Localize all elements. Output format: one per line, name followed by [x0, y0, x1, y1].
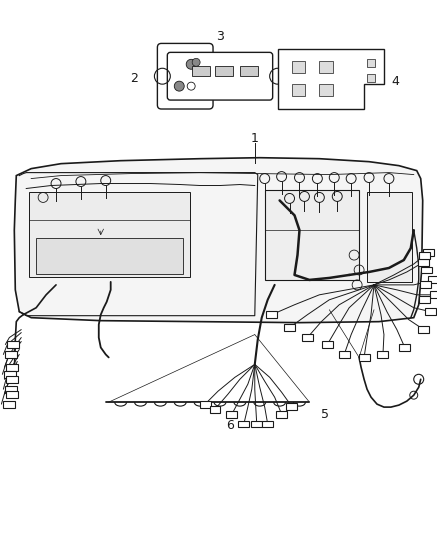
Bar — [209, 406, 220, 413]
Bar — [419, 252, 430, 259]
Bar — [192, 66, 210, 76]
Text: 5: 5 — [321, 408, 329, 421]
Bar — [238, 421, 249, 427]
Bar — [419, 296, 430, 303]
Bar — [266, 311, 277, 318]
Bar — [425, 308, 436, 315]
Bar — [359, 354, 370, 361]
Circle shape — [192, 58, 200, 66]
Bar — [29, 192, 190, 277]
Bar — [339, 351, 350, 358]
Bar — [319, 61, 333, 73]
Bar — [262, 421, 273, 427]
Bar — [367, 74, 375, 82]
Bar — [292, 61, 305, 73]
Bar — [7, 391, 18, 398]
Bar — [226, 410, 237, 417]
Bar — [240, 66, 258, 76]
FancyBboxPatch shape — [167, 52, 273, 100]
Bar — [215, 66, 233, 76]
Bar — [284, 324, 295, 331]
Bar — [5, 386, 17, 393]
Text: 1: 1 — [251, 132, 259, 146]
Bar — [4, 371, 16, 378]
Polygon shape — [14, 158, 423, 322]
Text: 3: 3 — [216, 30, 224, 43]
Bar — [265, 190, 359, 280]
FancyBboxPatch shape — [157, 43, 213, 109]
Bar — [421, 266, 432, 273]
Bar — [428, 277, 438, 284]
Bar — [200, 401, 211, 408]
Bar — [322, 341, 333, 348]
Bar — [276, 410, 287, 417]
Bar — [418, 326, 429, 333]
Bar — [7, 364, 18, 371]
Bar — [286, 402, 297, 409]
Text: 2: 2 — [130, 72, 138, 85]
Bar — [378, 351, 389, 358]
Bar — [4, 401, 15, 408]
Bar — [430, 292, 438, 298]
Text: 6: 6 — [226, 419, 234, 432]
Bar — [399, 344, 410, 351]
Bar — [7, 341, 19, 348]
Bar — [367, 192, 412, 282]
Polygon shape — [278, 50, 384, 109]
Bar — [251, 421, 262, 427]
Bar — [36, 238, 183, 274]
Bar — [319, 84, 333, 96]
Circle shape — [174, 81, 184, 91]
Circle shape — [186, 59, 196, 69]
Bar — [423, 248, 434, 255]
Bar — [420, 281, 431, 288]
Bar — [367, 59, 375, 67]
Text: 4: 4 — [391, 75, 399, 88]
Bar — [302, 334, 313, 341]
Bar — [5, 351, 17, 358]
Bar — [292, 84, 305, 96]
Bar — [418, 259, 429, 265]
Bar — [7, 376, 18, 383]
